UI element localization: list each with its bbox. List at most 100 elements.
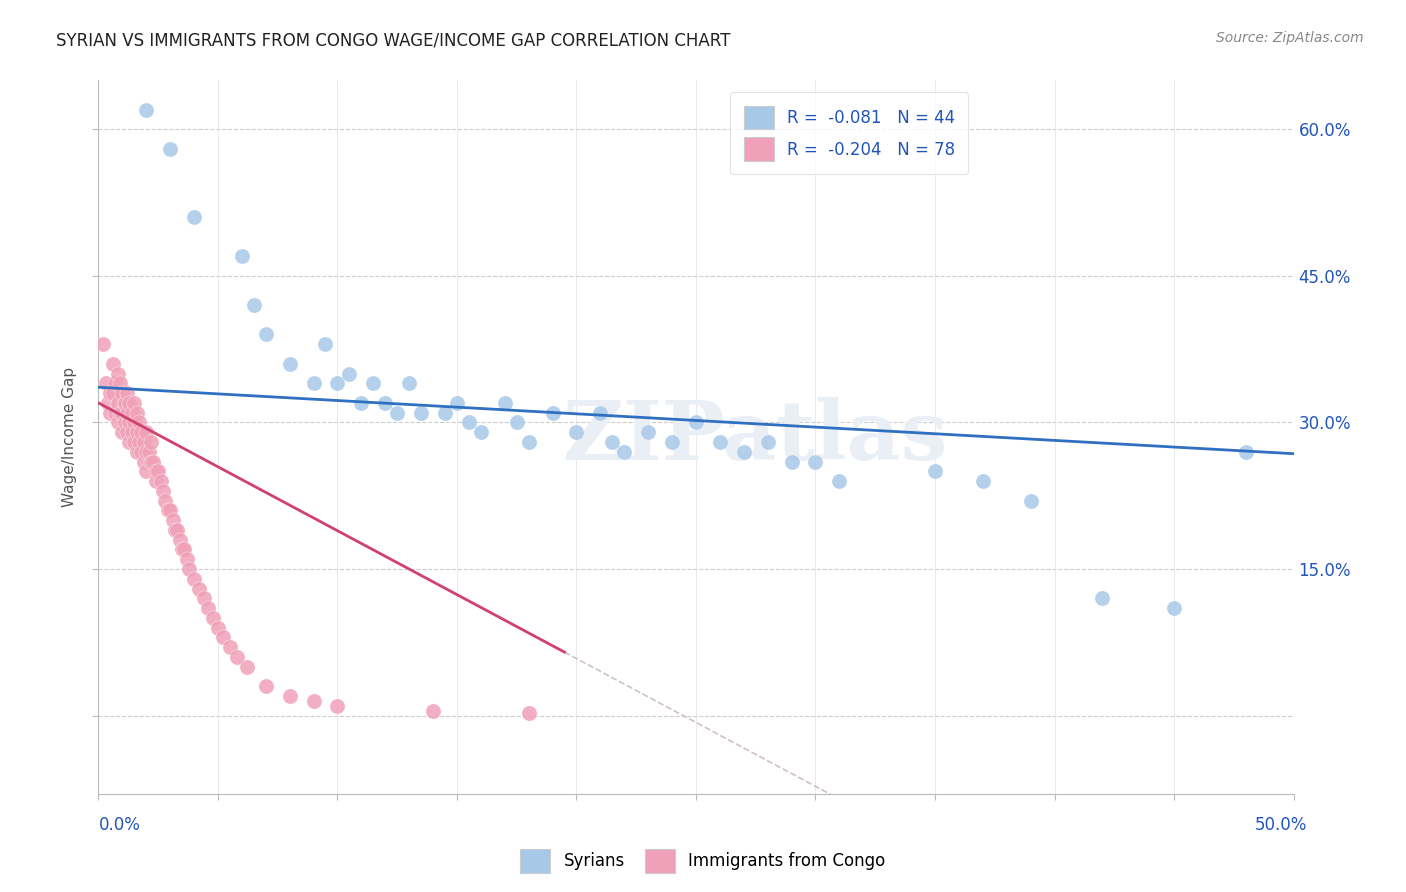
- Point: [226, 650, 249, 665]
- Point: [114, 416, 136, 430]
- Point: [602, 434, 624, 449]
- Y-axis label: Wage/Income Gap: Wage/Income Gap: [62, 367, 77, 508]
- Point: [111, 425, 134, 440]
- Legend: R =  -0.081   N = 44, R =  -0.204   N = 78: R = -0.081 N = 44, R = -0.204 N = 78: [730, 92, 969, 174]
- Point: [1091, 591, 1114, 606]
- Point: [685, 416, 707, 430]
- Point: [156, 503, 179, 517]
- Point: [315, 337, 337, 351]
- Point: [326, 376, 349, 391]
- Point: [97, 396, 120, 410]
- Text: SYRIAN VS IMMIGRANTS FROM CONGO WAGE/INCOME GAP CORRELATION CHART: SYRIAN VS IMMIGRANTS FROM CONGO WAGE/INC…: [56, 31, 731, 49]
- Point: [118, 396, 141, 410]
- Point: [104, 376, 127, 391]
- Point: [159, 142, 181, 156]
- Point: [231, 249, 253, 263]
- Point: [98, 386, 122, 401]
- Point: [159, 503, 181, 517]
- Point: [589, 406, 612, 420]
- Point: [278, 357, 301, 371]
- Point: [107, 396, 129, 410]
- Point: [121, 425, 143, 440]
- Point: [101, 386, 124, 401]
- Point: [125, 425, 148, 440]
- Point: [302, 376, 325, 391]
- Point: [107, 367, 129, 381]
- Point: [124, 416, 146, 430]
- Point: [132, 454, 155, 468]
- Point: [115, 425, 138, 440]
- Point: [828, 474, 851, 488]
- Point: [422, 704, 444, 718]
- Point: [138, 444, 160, 458]
- Point: [135, 464, 157, 478]
- Point: [91, 337, 114, 351]
- Point: [756, 434, 779, 449]
- Point: [1019, 493, 1042, 508]
- Point: [135, 425, 157, 440]
- Point: [176, 552, 198, 566]
- Point: [124, 396, 146, 410]
- Point: [302, 694, 325, 708]
- Point: [470, 425, 492, 440]
- Point: [804, 454, 827, 468]
- Point: [139, 434, 162, 449]
- Point: [131, 425, 153, 440]
- Point: [733, 444, 755, 458]
- Point: [193, 591, 215, 606]
- Point: [411, 406, 433, 420]
- Point: [434, 406, 457, 420]
- Point: [98, 406, 122, 420]
- Point: [613, 444, 636, 458]
- Point: [446, 396, 468, 410]
- Point: [374, 396, 396, 410]
- Point: [207, 621, 229, 635]
- Point: [517, 706, 540, 720]
- Point: [254, 327, 277, 342]
- Point: [398, 376, 420, 391]
- Point: [107, 416, 129, 430]
- Point: [339, 367, 361, 381]
- Point: [278, 689, 301, 703]
- Point: [637, 425, 659, 440]
- Point: [166, 523, 188, 537]
- Point: [211, 631, 233, 645]
- Point: [131, 444, 153, 458]
- Point: [661, 434, 683, 449]
- Point: [709, 434, 731, 449]
- Point: [104, 406, 127, 420]
- Text: Source: ZipAtlas.com: Source: ZipAtlas.com: [1216, 31, 1364, 45]
- Point: [124, 434, 146, 449]
- Point: [363, 376, 385, 391]
- Point: [1234, 444, 1257, 458]
- Point: [111, 386, 134, 401]
- Point: [149, 474, 172, 488]
- Point: [121, 406, 143, 420]
- Point: [145, 464, 167, 478]
- Point: [254, 679, 277, 693]
- Point: [506, 416, 529, 430]
- Point: [94, 376, 117, 391]
- Point: [114, 396, 136, 410]
- Point: [924, 464, 946, 478]
- Point: [152, 483, 174, 498]
- Point: [219, 640, 242, 655]
- Point: [458, 416, 481, 430]
- Point: [183, 210, 205, 224]
- Point: [125, 406, 148, 420]
- Point: [108, 406, 131, 420]
- Point: [172, 542, 194, 557]
- Point: [132, 434, 155, 449]
- Point: [135, 103, 157, 117]
- Point: [108, 376, 131, 391]
- Point: [1163, 601, 1185, 615]
- Point: [145, 474, 167, 488]
- Text: 0.0%: 0.0%: [98, 816, 141, 834]
- Point: [517, 434, 540, 449]
- Point: [173, 542, 195, 557]
- Point: [326, 698, 349, 713]
- Point: [148, 464, 170, 478]
- Point: [183, 572, 205, 586]
- Point: [565, 425, 588, 440]
- Point: [780, 454, 803, 468]
